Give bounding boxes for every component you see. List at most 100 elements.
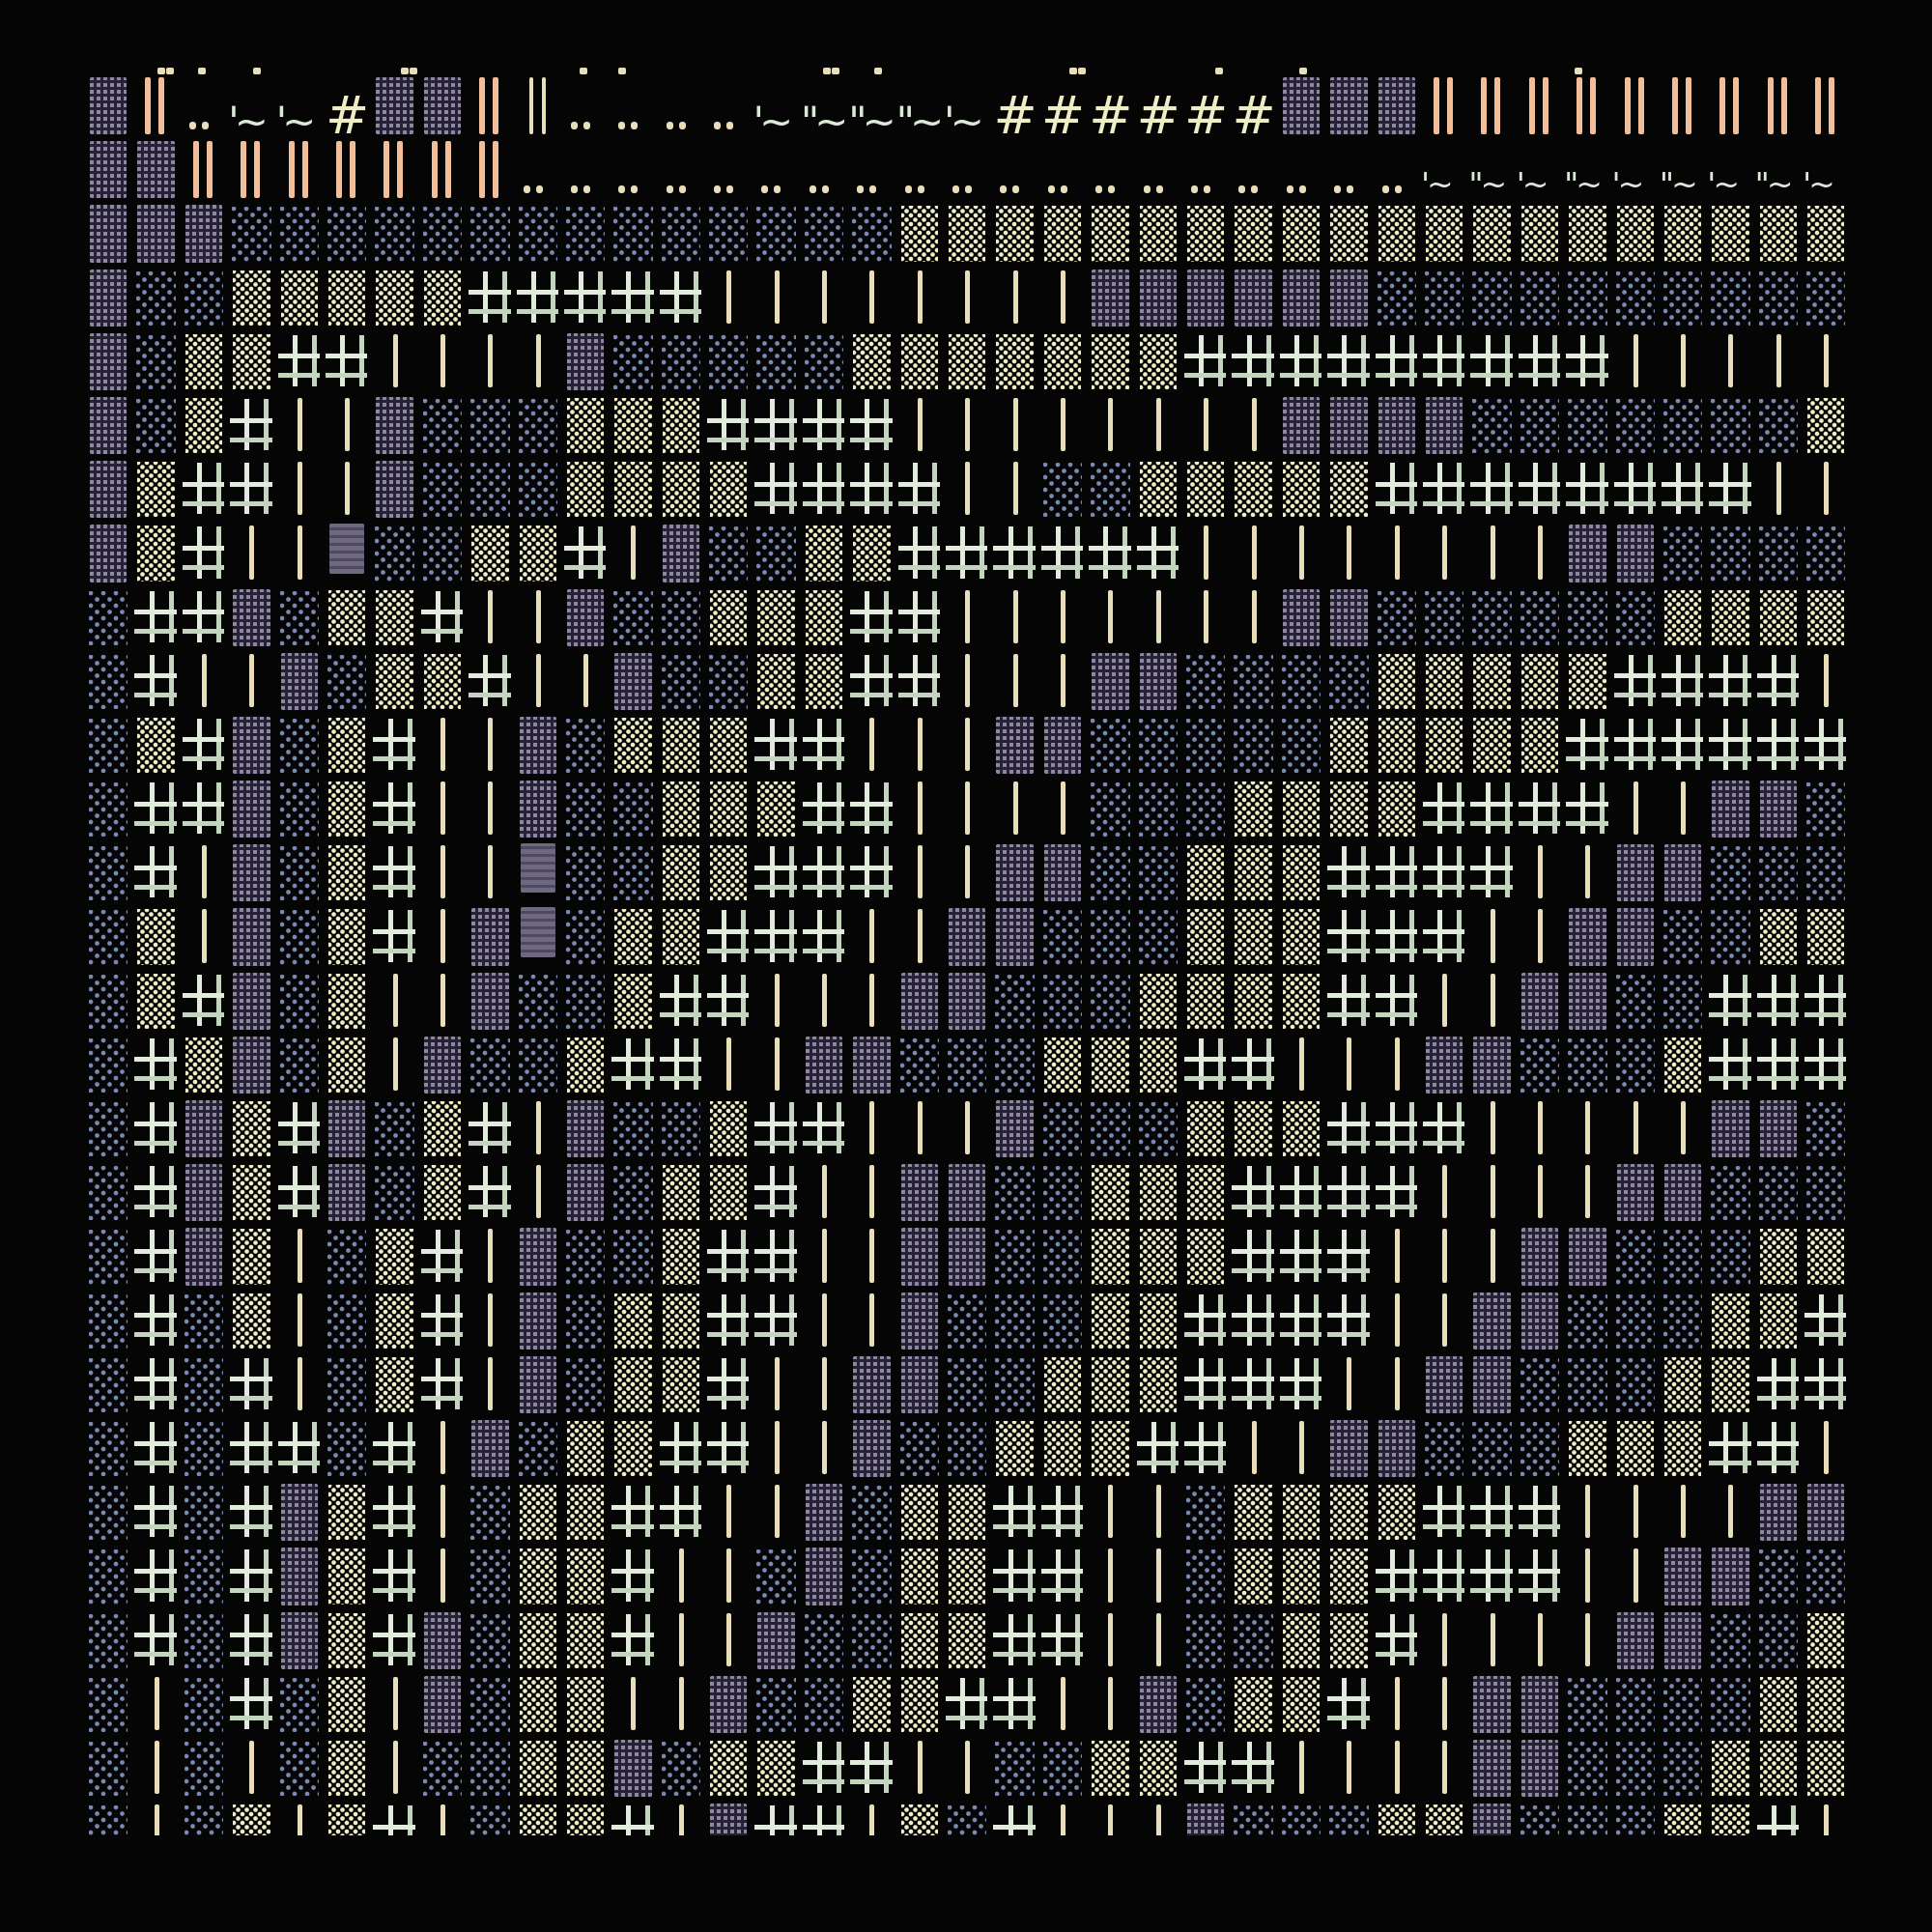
blue-dot-block [324,651,371,715]
cream-line [1517,1098,1564,1162]
purple-woven-block [705,1674,753,1738]
cream-line [801,268,848,331]
blue-dot-block [753,203,800,267]
cream-line [1612,1098,1660,1162]
cream-dot-pair [658,75,705,139]
cream-line [515,587,562,651]
cream-dot-block [132,715,180,779]
blue-dot-block [1564,1354,1611,1418]
cream-dot-block [1182,203,1230,267]
blue-dot-block [515,1035,562,1098]
mint-double-cross [1325,1162,1373,1226]
purple-woven-block [419,75,467,139]
cream-dot-block [1135,459,1182,523]
blue-dot-block [1564,587,1611,651]
cream-line [1564,1162,1611,1226]
cream-dot-block [1564,651,1611,715]
cream-line [1182,523,1230,586]
cream-dot-block [1755,1226,1803,1290]
blue-dot-block [1087,779,1134,842]
blue-dot-block [991,1354,1038,1418]
purple-woven-block [228,842,275,906]
purple-woven-block [1564,971,1611,1035]
cream-dot-block [1087,1354,1134,1418]
mint-double-cross [991,1802,1038,1835]
cream-dot-block [1803,395,1850,459]
salmon-double-bar [467,75,514,139]
mint-double-cross [1230,1738,1277,1802]
mint-double-cross [991,1610,1038,1674]
cropped-glyph-fragment [157,68,165,74]
cream-line [848,1098,895,1162]
blue-dot-block [228,203,275,267]
blue-dot-block [1325,651,1373,715]
cream-dot-block [705,842,753,906]
mint-double-cross [1660,651,1707,715]
blue-dot-block [753,523,800,586]
cream-line [419,1418,467,1482]
mint-double-cross [1182,1291,1230,1354]
cropped-glyph-fragment [198,68,206,74]
blue-dot-block [944,1291,991,1354]
blue-dot-block [1803,1162,1850,1226]
mint-double-cross [1517,459,1564,523]
purple-woven-block [1278,75,1325,139]
mint-double-cross [1325,1098,1373,1162]
purple-woven-block [610,1738,657,1802]
blue-dot-block [1182,715,1230,779]
purple-woven-block [1468,1674,1516,1738]
cream-dot-block [1039,1418,1087,1482]
cream-dot-block [562,1674,610,1738]
cream-dot-block [1039,1354,1087,1418]
cream-line [1564,1482,1611,1546]
mint-double-cross [1039,1546,1087,1609]
cream-dot-block [896,1482,944,1546]
cream-dot-block [515,1738,562,1802]
cream-line [276,523,324,586]
blue-dot-block [85,651,132,715]
purple-woven-block [324,1098,371,1162]
mint-double-cross [753,1098,800,1162]
purple-woven-block [371,75,418,139]
cream-dot-block [658,715,705,779]
cream-line [1087,1546,1134,1609]
cream-dot-block [1135,331,1182,395]
purple-woven-block [228,971,275,1035]
mint-double-cross [1612,651,1660,715]
blue-dot-block [1660,1738,1707,1802]
blue-dot-block [181,268,228,331]
cream-line [801,1354,848,1418]
cream-dot-block [944,331,991,395]
cream-dot-block [1803,587,1850,651]
cream-line [1707,1482,1754,1546]
mint-double-cross [753,1291,800,1354]
cream-line [1755,331,1803,395]
hash-glyph: # [1089,84,1133,146]
purple-woven-block [85,523,132,586]
purple-woven-block [132,203,180,267]
mint-double-cross [371,842,418,906]
cream-line [1803,651,1850,715]
cream-line [467,779,514,842]
cream-dot-block [1612,203,1660,267]
blue-dot-block [562,906,610,970]
blue-dot-block [1517,268,1564,331]
cream-dot-block [1707,1802,1754,1835]
mint-double-cross [371,1546,418,1609]
mint-double-cross [848,395,895,459]
cream-dot-pair [1374,139,1421,203]
mint-double-cross [132,779,180,842]
blue-dot-block [371,1098,418,1162]
blue-dot-block [1468,1418,1516,1482]
blue-dot-block [1660,1291,1707,1354]
mint-double-cross [610,1802,657,1835]
mint-double-cross [1707,971,1754,1035]
blue-dot-block [1660,395,1707,459]
cream-dot-block [419,1162,467,1226]
purple-woven-block [419,1035,467,1098]
blue-dot-block [1707,523,1754,586]
mint-double-cross [1755,1035,1803,1098]
cream-line [419,1546,467,1609]
blue-dot-block [1230,1610,1277,1674]
cream-line [1039,1802,1087,1835]
